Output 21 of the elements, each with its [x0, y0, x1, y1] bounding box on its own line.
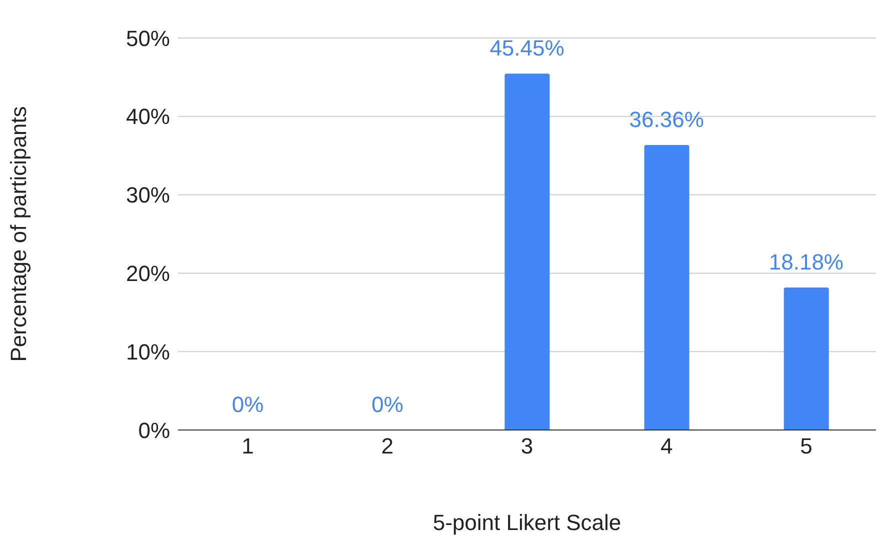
- data-label: 0%: [372, 392, 404, 417]
- data-label: 18.18%: [768, 249, 844, 274]
- bar: [644, 144, 690, 430]
- y-tick-label: 50%: [126, 26, 170, 51]
- y-axis-title: Percentage of participants: [6, 106, 31, 362]
- y-tick-label: 10%: [126, 339, 170, 364]
- bar: [504, 74, 550, 430]
- data-label: 36.36%: [629, 106, 704, 132]
- x-axis-title: 5-point Likert Scale: [432, 510, 622, 535]
- data-label: 0%: [232, 392, 264, 417]
- bar: [784, 287, 829, 430]
- x-tick-label: 5: [800, 434, 812, 459]
- x-tick-label: 4: [660, 434, 673, 459]
- y-tick-label: 30%: [126, 182, 170, 208]
- x-tick-label: 1: [242, 434, 254, 459]
- data-label: 45.45%: [490, 36, 564, 61]
- y-tick-label: 0%: [138, 418, 170, 443]
- x-tick-label: 2: [381, 434, 394, 459]
- x-tick-label: 3: [520, 434, 534, 459]
- y-tick-label: 40%: [126, 104, 170, 130]
- y-tick-label: 20%: [126, 261, 170, 286]
